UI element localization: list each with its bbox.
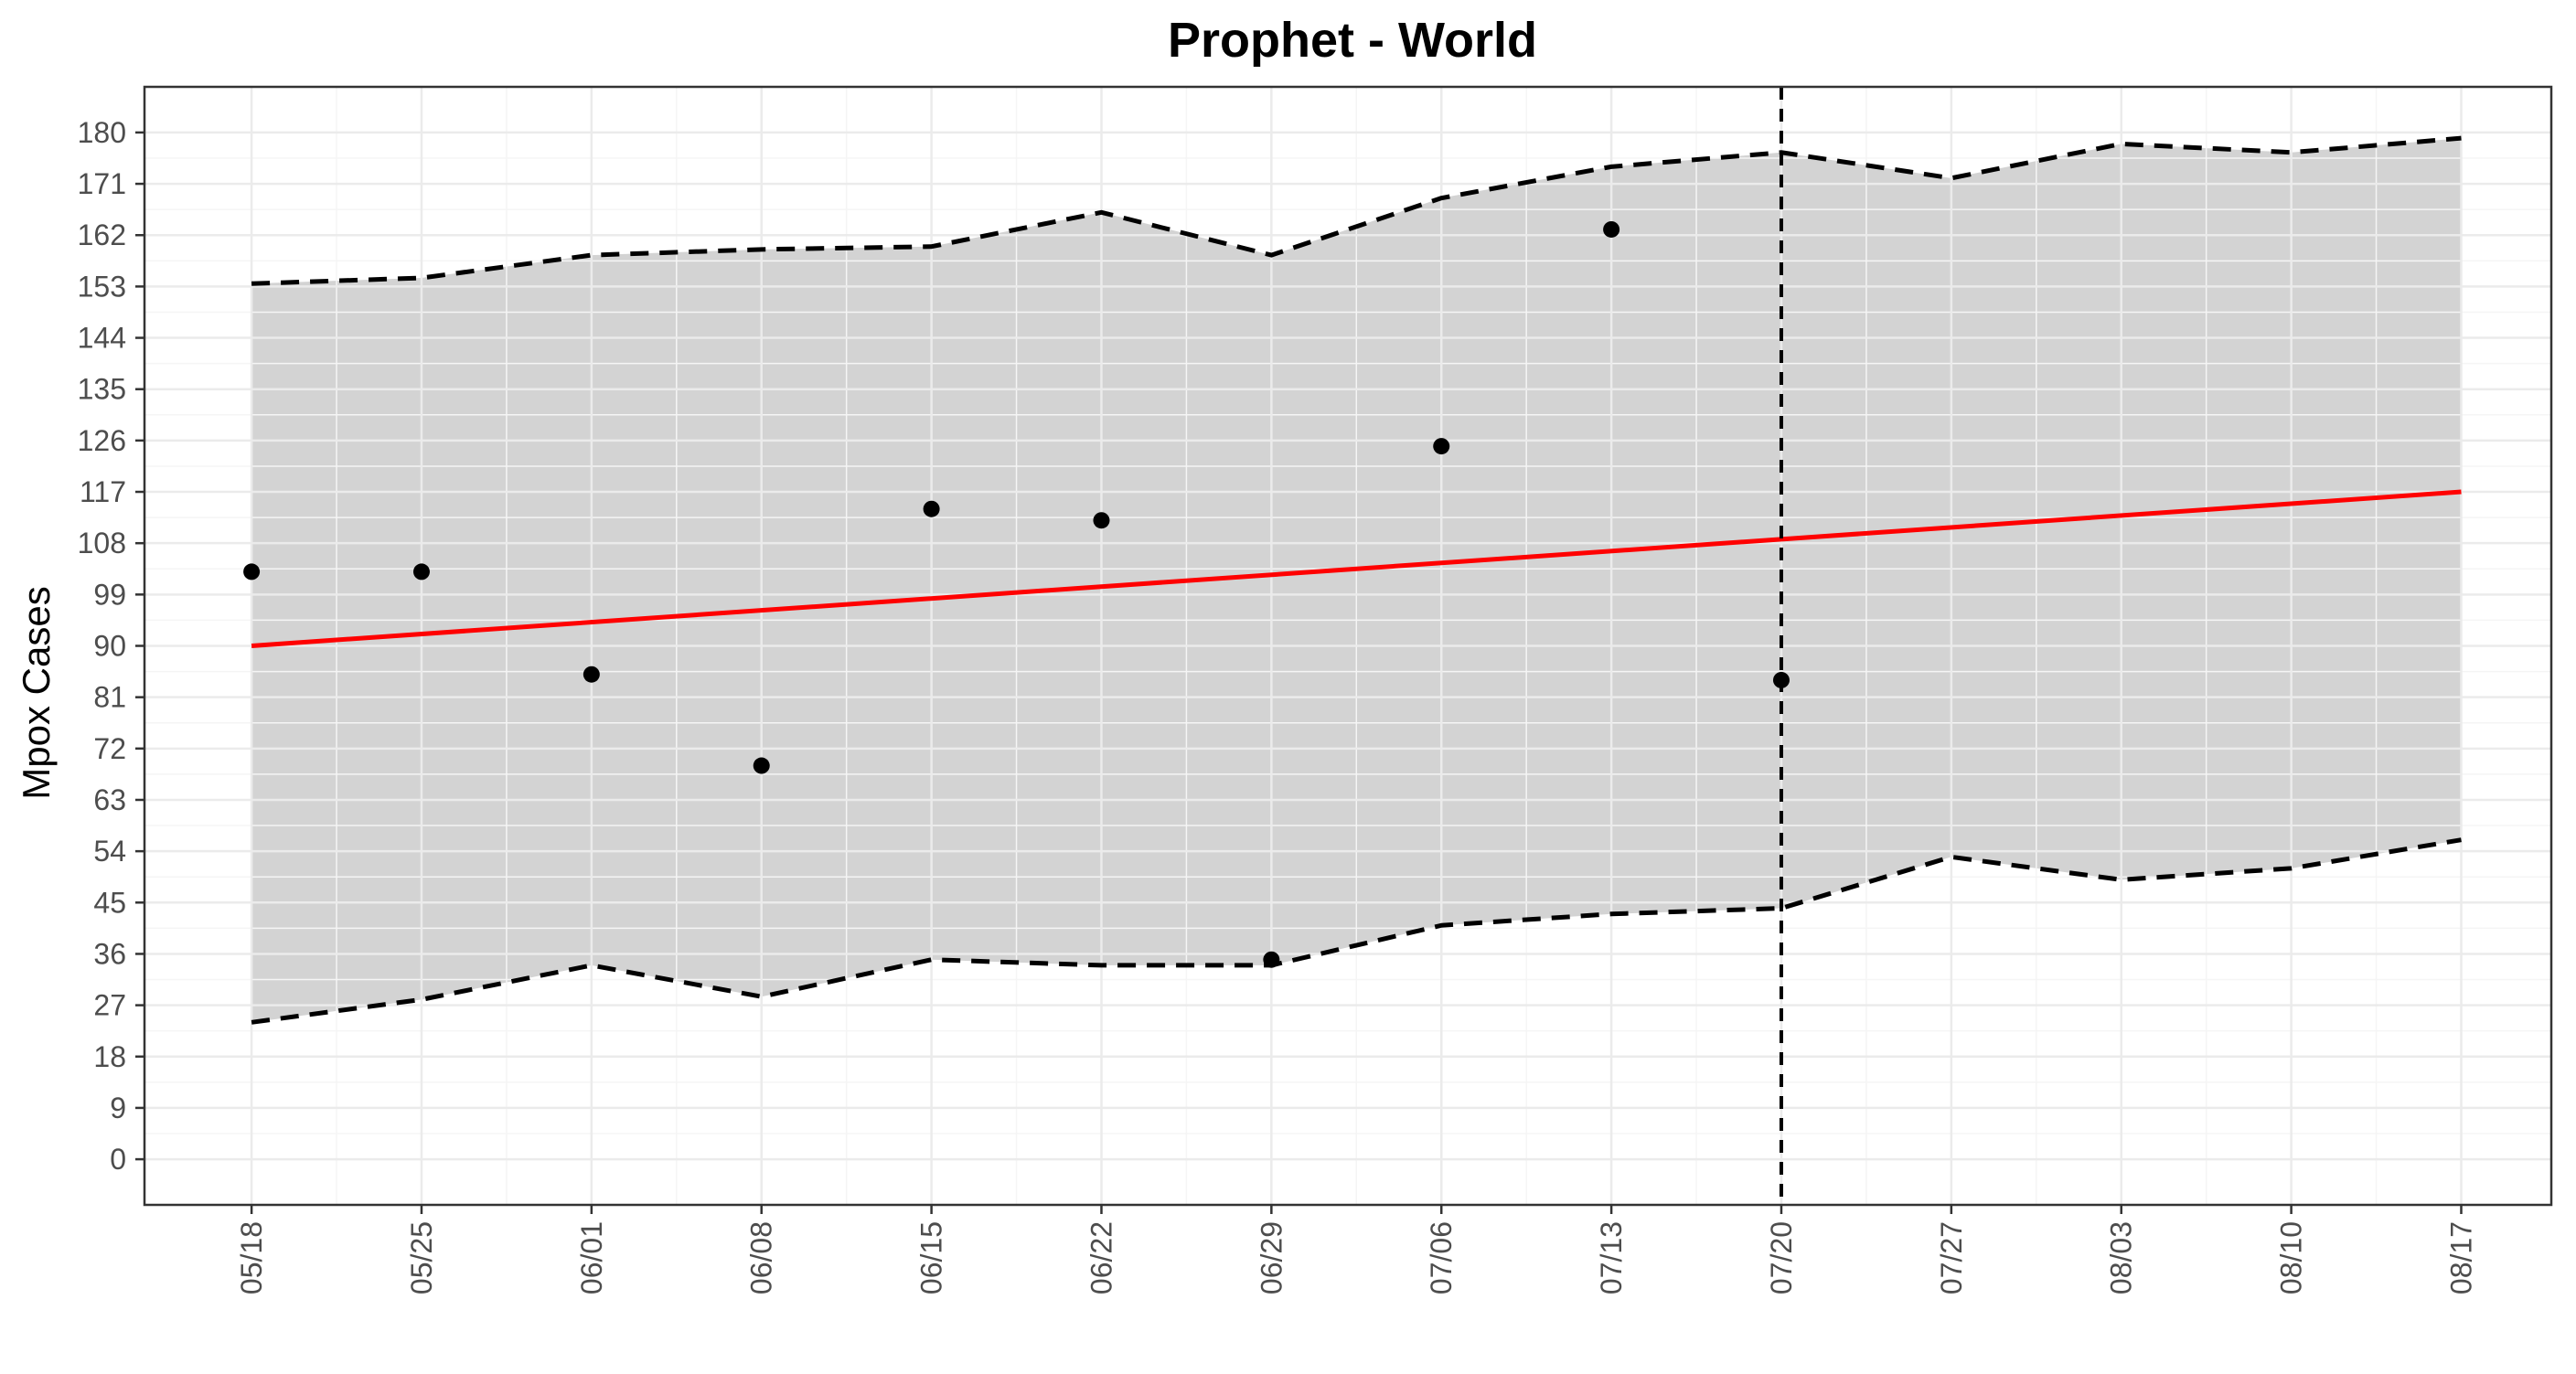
x-axis: 05/18 05/25 06/01 06/08 06/15 06/22 06/29 07/06… [235, 1205, 2477, 1294]
y-tick-label: 54 [93, 835, 126, 868]
y-tick-label: 63 [93, 783, 126, 816]
y-tick-label: 144 [78, 322, 126, 355]
observed-point [1093, 512, 1110, 529]
x-tick-label: 06/01 [575, 1221, 608, 1294]
y-tick-label: 36 [93, 937, 126, 970]
y-axis-label: Mpox Cases [15, 586, 58, 799]
x-tick-label: 06/22 [1085, 1221, 1117, 1294]
y-tick-label: 90 [93, 630, 126, 663]
observed-point [1603, 220, 1620, 238]
x-tick-label: 07/06 [1425, 1221, 1458, 1294]
interval-bounds-layer [251, 135, 2462, 1025]
observed-point [583, 666, 600, 683]
observed-point [1772, 671, 1790, 688]
x-tick-label: 05/18 [235, 1221, 268, 1294]
y-tick-label: 9 [110, 1092, 126, 1124]
trend-line-layer [251, 489, 2462, 648]
y-tick-label: 180 [78, 116, 126, 149]
lower-bound-line [251, 837, 2462, 1025]
trend-line [251, 489, 2462, 648]
y-tick-label: 45 [93, 886, 126, 919]
x-tick-label: 06/15 [915, 1221, 948, 1294]
y-axis: 0 9 18 27 36 45 54 63 72 81 90 99 108 117 126 135 144 153… [78, 116, 144, 1176]
x-tick-label: 06/29 [1255, 1221, 1288, 1294]
y-tick-label: 171 [78, 167, 126, 200]
x-tick-label: 08/10 [2275, 1221, 2308, 1294]
observed-point [412, 563, 430, 580]
y-tick-label: 0 [110, 1143, 126, 1176]
y-tick-label: 126 [78, 424, 126, 457]
observed-point [243, 563, 261, 580]
x-tick-label: 08/17 [2444, 1221, 2477, 1294]
observed-point [753, 757, 770, 774]
y-tick-label: 117 [80, 475, 126, 508]
y-tick-label: 153 [78, 270, 126, 303]
x-tick-label: 07/20 [1765, 1221, 1798, 1294]
y-tick-label: 18 [93, 1040, 126, 1073]
x-tick-label: 05/25 [405, 1221, 438, 1294]
y-tick-label: 162 [78, 218, 126, 251]
chart-title: Prophet - World [1168, 13, 1537, 68]
observed-point [923, 500, 940, 517]
y-tick-label: 72 [93, 732, 126, 765]
y-tick-label: 99 [93, 578, 126, 611]
y-tick-label: 108 [78, 527, 126, 559]
x-tick-label: 07/13 [1595, 1221, 1628, 1294]
observed-point [1433, 438, 1450, 455]
y-tick-label: 27 [93, 989, 126, 1022]
x-tick-label: 06/08 [745, 1221, 778, 1294]
x-tick-label: 07/27 [1935, 1221, 1968, 1294]
upper-bound-line [251, 135, 2462, 286]
x-tick-label: 08/03 [2105, 1221, 2138, 1294]
grid-layer [144, 87, 2551, 1205]
y-tick-label: 81 [93, 681, 126, 714]
y-tick-label: 135 [78, 373, 126, 406]
observed-point [1263, 951, 1280, 968]
observed-points-layer [243, 220, 1790, 968]
